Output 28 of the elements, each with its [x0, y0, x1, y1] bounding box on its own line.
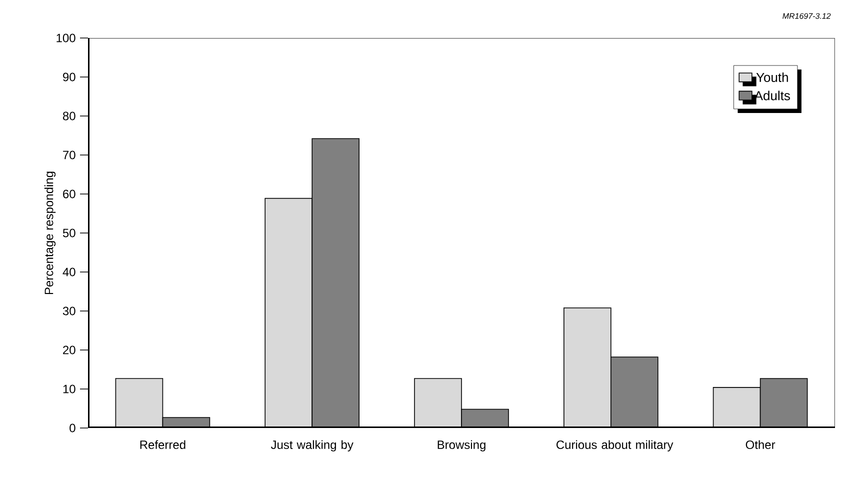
- y-tick-label: 20: [63, 346, 76, 354]
- bar: [116, 378, 163, 428]
- x-tick-label: Curious about military: [556, 440, 674, 452]
- x-tick-label: Just walking by: [270, 440, 354, 452]
- legend-label: Adults: [754, 90, 790, 100]
- y-tick-label: 40: [62, 268, 76, 276]
- y-tick-label: 30: [62, 306, 76, 316]
- bar: [264, 198, 312, 428]
- y-tick-label: 70: [63, 150, 76, 160]
- y-tick-label: 0: [70, 424, 76, 432]
- text: MR1697-3.12: [782, 13, 831, 19]
- y-tick-label: 80: [62, 112, 76, 120]
- x-tick-label: Browsing: [438, 440, 486, 452]
- x-tick-label: Referred: [140, 440, 186, 450]
- bar: [760, 378, 808, 428]
- y-tick-label: 50: [62, 228, 76, 238]
- y-tick-label: 10: [63, 384, 76, 394]
- y-tick-label: 100: [56, 34, 76, 42]
- y-tick-label: 90: [63, 72, 76, 82]
- y-axis-title: Percentage responding: [44, 172, 56, 294]
- bar: [312, 138, 360, 428]
- x-tick-label: Other: [746, 440, 776, 450]
- bar: [712, 387, 761, 428]
- bar: [414, 378, 462, 428]
- bar: [564, 307, 612, 428]
- y-tick-label: 60: [63, 190, 76, 198]
- bar: [610, 356, 658, 428]
- legend-label: Youth: [756, 72, 788, 82]
